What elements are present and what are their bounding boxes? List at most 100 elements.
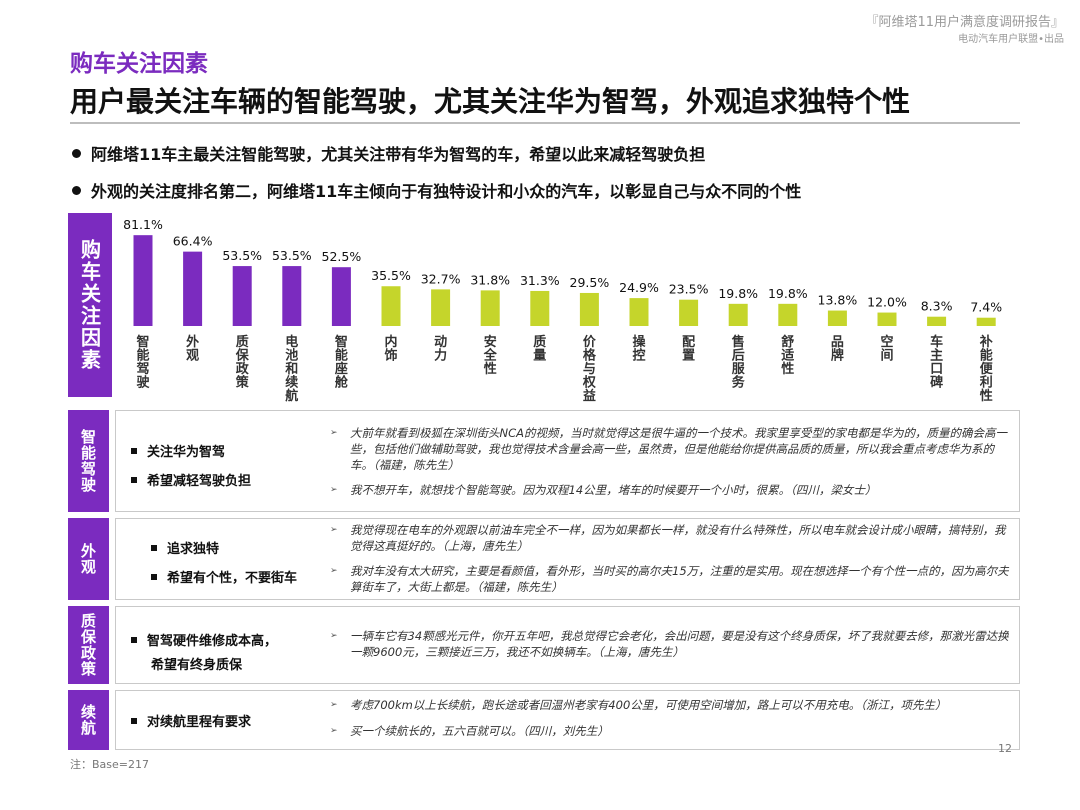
bar-12 [679,299,699,326]
keyword-text: 关注华为智驾 [147,445,226,460]
category-label-11: 操控 [632,334,645,364]
arrow-bullet-icon: ➢ [330,726,338,736]
keyword-item: 关注华为智驾 [131,441,225,460]
title-divider [70,122,1020,124]
category-label-17: 车主口碑 [930,334,943,391]
square-bullet-icon [131,448,137,454]
quote-text: 我不想开车，就想找个智能驾驶。因为双程14公里，堵车的时候要开一个小时，很累。（… [350,483,877,497]
category-label-7: 动力 [434,335,447,364]
keyword-item: 希望减轻驾驶负担 [131,470,251,489]
purchase-factors-bar-chart: 81.1% 智能驾驶 66.4% 外观 53.5% 质保政策 53.5% 电池和续航 52.5%… [123,217,1002,404]
chart-side-text: 购车关注因素 [77,239,102,371]
value-label-16: 12.0% [867,295,907,310]
arrow-bullet-icon: ➢ [330,700,338,710]
value-label-7: 32.7% [421,271,461,286]
page-title: 用户最关注车辆的智能驾驶，尤其关注华为智驾，外观追求独特个性 [70,85,911,118]
value-label-4: 53.5% [272,248,312,263]
publisher-credit: 电动汽车用户联盟•出品 [958,34,1064,45]
bullet-dot-icon [72,149,81,158]
row-box-exterior [115,518,1020,600]
quote-text: 我对车没有太大研究，主要是看颜值，看外形，当时买的高尔夫15万，注重的是实用。现… [350,564,1009,594]
user-quote: ➢ 我觉得现在电车的外观跟以前油车完全不一样，因为如果都长一样，就没有什么特殊性，… [330,522,1010,554]
category-label-9: 质量 [533,334,546,364]
category-label-5: 智能座舱 [334,334,349,391]
bar-11 [629,298,649,326]
bar-18 [976,317,996,326]
keyword-item: 智驾硬件维修成本高， [131,630,277,649]
bar-4 [282,266,302,326]
user-quote: ➢ 大前年就看到极狐在深圳街头NCA的视频，当时就觉得这是很牛逼的一个技术。我家里… [330,425,1010,473]
value-label-1: 81.1% [123,217,163,232]
bullet-text: 阿维塔11车主最关注智能驾驶，尤其关注带有华为智驾的车，希望以此来减轻驾驶负担 [91,145,706,164]
row-tag-text: 质保政策 [79,613,97,677]
bar-13 [728,303,748,326]
bullet-dot-icon [72,186,81,195]
keyword-item: 对续航里程有要求 [131,711,251,730]
row-tag-text: 续航 [79,704,97,736]
keyword-text: 智驾硬件维修成本高， [147,634,278,649]
row-tag-range: 续航 [68,690,109,750]
bar-2 [183,251,203,326]
value-label-12: 23.5% [669,282,709,297]
square-bullet-icon [151,574,157,580]
category-label-4: 电池和续航 [285,334,298,404]
value-label-15: 13.8% [818,293,858,308]
bar-6 [381,286,401,326]
row-tag-text: 智能驾驶 [79,429,97,493]
row-tag-text: 外观 [79,543,97,575]
value-label-8: 31.8% [470,272,510,287]
user-quote: ➢ 考虑700km以上长续航，跑长途或者回温州老家有400公里，可使用空间增加，路… [330,697,1010,713]
square-bullet-icon [131,477,137,483]
chart-side-label: 购车关注因素 [68,213,112,397]
keyword-item: 希望有个性，不要街车 [151,567,297,586]
category-label-10: 价格与权益 [582,335,597,404]
bar-3 [232,266,252,326]
arrow-bullet-icon: ➢ [330,631,338,641]
keyword-item: 追求独特 [151,538,219,557]
bullet-point-1: 阿维塔11车主最关注智能驾驶，尤其关注带有华为智驾的车，希望以此来减轻驾驶负担 [72,141,705,165]
category-label-1: 智能驾驶 [136,334,149,391]
keyword-text: 希望减轻驾驶负担 [147,474,252,489]
category-label-18: 补能便利性 [979,334,994,404]
category-label-8: 安全性 [483,334,498,377]
value-label-10: 29.5% [570,275,610,290]
row-tag-warranty: 质保政策 [68,606,109,684]
bar-1 [133,235,153,326]
row-tag-smart-driving: 智能驾驶 [68,410,109,512]
user-quote: ➢ 我对车没有太大研究，主要是看颜值，看外形，当时买的高尔夫15万，注重的是实用。… [330,563,1010,595]
category-label-3: 质保政策 [235,334,250,391]
square-bullet-icon [131,718,137,724]
bar-15 [827,310,847,326]
user-quote: ➢ 一辆车它有34颗感光元件，你开五年吧，我总觉得它会老化，会出问题，要是没有这个… [330,628,1010,660]
bar-9 [530,290,550,326]
value-label-9: 31.3% [520,273,560,288]
row-box-warranty [115,606,1020,684]
keyword-text: 追求独特 [167,542,220,557]
arrow-bullet-icon: ➢ [330,525,338,535]
report-title: 『阿维塔11用户满意度调研报告』 [865,15,1064,30]
value-label-3: 53.5% [222,248,262,263]
keyword-text: 希望有终身质保 [151,658,243,673]
value-label-2: 66.4% [173,234,213,249]
keyword-item: 希望有终身质保 [151,654,242,673]
bar-16 [877,312,897,326]
row-box-range [115,690,1020,750]
bar-14 [778,303,798,326]
arrow-bullet-icon: ➢ [330,428,338,438]
arrow-bullet-icon: ➢ [330,485,338,495]
category-label-13: 售后服务 [732,334,746,391]
arrow-bullet-icon: ➢ [330,566,338,576]
quote-text: 我觉得现在电车的外观跟以前油车完全不一样，因为如果都长一样，就没有什么特殊性，所… [350,523,1006,553]
keyword-text: 希望有个性，不要街车 [167,571,298,586]
page-number: 12 [998,742,1012,755]
bar-5 [331,267,351,326]
report-header: 『阿维塔11用户满意度调研报告』 电动汽车用户联盟•出品 [865,14,1064,48]
quote-text: 买一个续航长的，五六百就可以。（四川，刘先生） [350,724,609,738]
footnote: 注：Base=217 [70,758,149,771]
value-label-13: 19.8% [718,286,758,301]
row-tag-exterior: 外观 [68,518,109,600]
category-label-6: 内饰 [384,334,397,364]
value-label-18: 7.4% [970,300,1002,315]
square-bullet-icon [131,637,137,643]
value-label-14: 19.8% [768,286,808,301]
